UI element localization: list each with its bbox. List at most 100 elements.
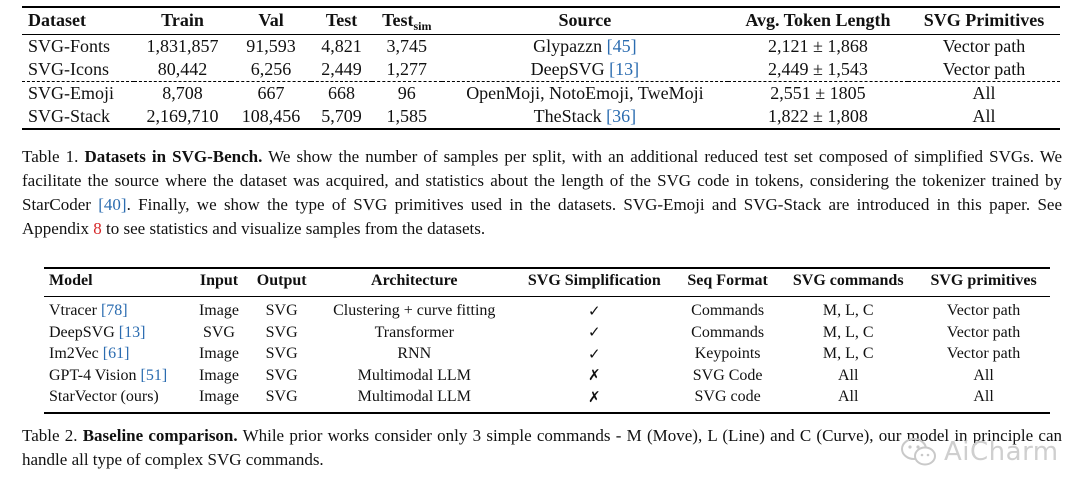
table-row: GPT-4 Vision [51] Image SVG Multimodal L…: [44, 365, 1050, 387]
table-row: Im2Vec [61] Image SVG RNN ✓ Keypoints M,…: [44, 344, 1050, 366]
cell-test-sim: 96: [371, 81, 442, 105]
cell-primitives: Vector path: [942, 59, 1026, 79]
cell-source: Glypazzn [45]: [533, 36, 637, 56]
col-primitives: SVG Primitives: [923, 10, 1045, 30]
citation-link[interactable]: [61]: [102, 345, 130, 362]
cell-seq-format: Commands: [691, 302, 765, 319]
caption-title: Baseline comparison.: [82, 426, 238, 445]
col-avg-token: Avg. Token Length: [745, 10, 891, 30]
wechat-icon: [901, 438, 936, 466]
col-test: Test: [325, 10, 358, 30]
caption-label: Table 1.: [22, 147, 79, 166]
cell-primitives: All: [972, 106, 996, 126]
cell-avg-token: 2,121 ± 1,868: [768, 36, 868, 56]
citation-link[interactable]: [13]: [609, 59, 640, 79]
cell-seq-format: SVG code: [694, 388, 761, 405]
cell-architecture: RNN: [397, 345, 432, 362]
cell-val: 91,593: [246, 36, 296, 56]
cell-model: DeepSVG [13]: [49, 323, 146, 341]
table-row: SVG-Fonts 1,831,857 91,593 4,821 3,745 G…: [22, 35, 1060, 59]
baseline-table: Model Input Output Architecture SVG Simp…: [44, 267, 1050, 414]
cell-test: 5,709: [321, 106, 362, 126]
cell-source: TheStack [36]: [533, 106, 637, 126]
cell-avg-token: 1,822 ± 1,808: [768, 106, 868, 126]
col-source: Source: [558, 10, 612, 30]
cell-output: SVG: [265, 323, 298, 341]
table-row: StarVector (ours) Image SVG Multimodal L…: [44, 387, 1050, 413]
watermark: AiCharm: [900, 432, 1060, 472]
cell-svg-commands: All: [837, 388, 859, 405]
table-row: Vtracer [78] Image SVG Clustering + curv…: [44, 296, 1050, 322]
cell-dataset: SVG-Emoji: [22, 81, 135, 105]
cell-svg-primitives: Vector path: [946, 302, 1021, 319]
table-row: SVG-Emoji 8,708 667 668 96 OpenMoji, Not…: [22, 81, 1060, 105]
cell-train: 8,708: [134, 81, 231, 105]
cell-simplification: ✓: [513, 322, 676, 344]
caption-text: While prior works consider only 3 simple…: [22, 426, 1063, 469]
cell-seq-format: SVG Code: [692, 366, 763, 384]
cell-simplification: ✓: [513, 296, 676, 322]
cell-dataset: SVG-Stack: [28, 106, 110, 126]
cell-train: 2,169,710: [146, 106, 219, 126]
cell-test-sim: 3,745: [386, 36, 428, 56]
cell-primitives: All: [908, 81, 1060, 105]
cell-dataset: SVG-Icons: [28, 59, 109, 79]
cell-model: GPT-4 Vision [51]: [49, 366, 168, 384]
caption-text: We show the number of samples per split,…: [22, 147, 1063, 214]
col-seq-format: Seq Format: [687, 272, 768, 289]
check-icon: ✓: [588, 301, 601, 320]
cell-architecture: Multimodal LLM: [357, 388, 471, 405]
table-header-row: Dataset Train Val Test Testsim Source Av…: [22, 7, 1060, 35]
cell-seq-format: Commands: [691, 323, 765, 341]
citation-link[interactable]: [78]: [100, 302, 128, 319]
watermark-text: AiCharm: [944, 437, 1059, 467]
cell-val: 6,256: [250, 59, 292, 79]
cross-icon: ✗: [588, 366, 601, 384]
cell-source: DeepSVG [13]: [530, 59, 640, 79]
cell-model: Im2Vec [61]: [49, 345, 130, 362]
cell-architecture: Multimodal LLM: [357, 366, 471, 384]
cell-val: 667: [230, 81, 312, 105]
cell-architecture: Transformer: [374, 323, 454, 341]
cell-svg-primitives: All: [973, 366, 994, 384]
cell-input: Image: [198, 345, 239, 362]
cell-svg-primitives: Vector path: [946, 323, 1021, 341]
check-icon: ✓: [588, 323, 601, 341]
table-header-row: Model Input Output Architecture SVG Simp…: [44, 268, 1050, 296]
caption-title: Datasets in SVG-Bench.: [84, 147, 263, 166]
cell-test: 2,449: [321, 59, 362, 79]
cell-input: SVG: [202, 323, 235, 341]
citation-link[interactable]: [40]: [98, 195, 127, 214]
citation-link[interactable]: [45]: [606, 36, 637, 56]
col-val: Val: [258, 10, 284, 30]
citation-link[interactable]: [51]: [140, 366, 168, 384]
caption-label: Table 2.: [22, 426, 78, 445]
table-row: SVG-Stack 2,169,710 108,456 5,709 1,585 …: [22, 105, 1060, 129]
col-dataset: Dataset: [28, 10, 86, 30]
cell-source: OpenMoji, NotoEmoji, TweMoji: [441, 81, 728, 105]
cell-architecture: Clustering + curve fitting: [333, 302, 496, 319]
col-test-sim: Testsim: [382, 10, 432, 33]
cross-icon: ✗: [588, 387, 601, 406]
cell-output: SVG: [265, 366, 298, 384]
caption-text: . Finally, we show the type of SVG primi…: [22, 195, 1062, 238]
col-architecture: Architecture: [371, 272, 458, 289]
citation-link[interactable]: [36]: [606, 106, 637, 126]
col-output: Output: [256, 272, 307, 289]
cell-simplification: ✗: [513, 365, 676, 387]
col-train: Train: [161, 10, 204, 30]
cell-input: Image: [198, 388, 239, 405]
cell-output: SVG: [265, 345, 298, 362]
cell-output: SVG: [265, 388, 298, 405]
col-svg-primitives: SVG primitives: [930, 272, 1037, 289]
col-simplification: SVG Simplification: [527, 272, 661, 289]
cell-svg-primitives: All: [973, 388, 994, 405]
cell-model: StarVector (ours): [49, 388, 159, 405]
cell-simplification: ✓: [513, 344, 676, 366]
cell-test-sim: 1,277: [386, 59, 428, 79]
appendix-link[interactable]: 8: [93, 219, 102, 238]
cell-dataset: SVG-Fonts: [28, 36, 111, 56]
caption-text: to see statistics and visualize samples …: [106, 219, 486, 238]
cell-primitives: Vector path: [942, 36, 1026, 56]
citation-link[interactable]: [13]: [118, 323, 146, 341]
